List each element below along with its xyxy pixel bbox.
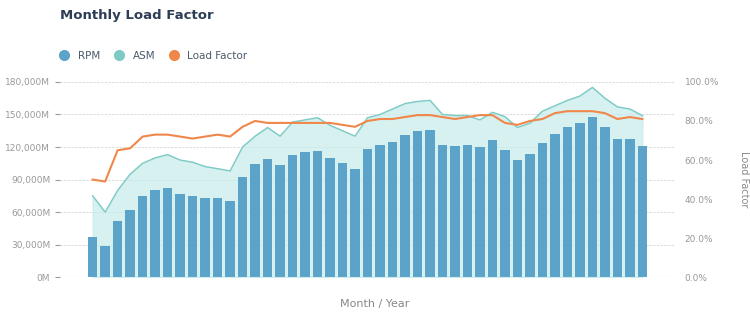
- Bar: [588, 117, 597, 277]
- Bar: [388, 141, 398, 277]
- Bar: [88, 237, 98, 277]
- Bar: [338, 163, 347, 277]
- Bar: [226, 201, 235, 277]
- Bar: [525, 153, 535, 277]
- Bar: [200, 198, 210, 277]
- Bar: [438, 145, 447, 277]
- Bar: [300, 152, 310, 277]
- Bar: [538, 143, 547, 277]
- Legend: RPM, ASM, Load Factor: RPM, ASM, Load Factor: [54, 51, 248, 61]
- Bar: [638, 146, 647, 277]
- Bar: [375, 145, 385, 277]
- Bar: [188, 196, 197, 277]
- Bar: [138, 196, 147, 277]
- Bar: [326, 158, 334, 277]
- Bar: [288, 155, 297, 277]
- Y-axis label: Load Factor: Load Factor: [739, 152, 748, 208]
- Bar: [363, 149, 372, 277]
- Bar: [113, 221, 122, 277]
- Bar: [350, 169, 360, 277]
- Bar: [488, 140, 497, 277]
- Bar: [262, 159, 272, 277]
- Bar: [575, 123, 584, 277]
- Bar: [275, 165, 285, 277]
- Bar: [251, 164, 260, 277]
- Bar: [238, 177, 248, 277]
- Bar: [562, 128, 572, 277]
- Bar: [425, 130, 435, 277]
- Bar: [463, 145, 472, 277]
- Bar: [550, 134, 560, 277]
- Text: Month / Year: Month / Year: [340, 299, 410, 309]
- Bar: [125, 210, 135, 277]
- Bar: [213, 198, 222, 277]
- Text: Monthly Load Factor: Monthly Load Factor: [60, 9, 214, 22]
- Bar: [626, 140, 634, 277]
- Bar: [100, 246, 109, 277]
- Bar: [600, 128, 610, 277]
- Bar: [476, 147, 484, 277]
- Bar: [450, 146, 460, 277]
- Bar: [500, 150, 509, 277]
- Bar: [413, 131, 422, 277]
- Bar: [400, 135, 410, 277]
- Bar: [151, 190, 160, 277]
- Bar: [613, 140, 622, 277]
- Bar: [513, 160, 522, 277]
- Bar: [163, 188, 172, 277]
- Bar: [176, 194, 184, 277]
- Bar: [313, 151, 322, 277]
